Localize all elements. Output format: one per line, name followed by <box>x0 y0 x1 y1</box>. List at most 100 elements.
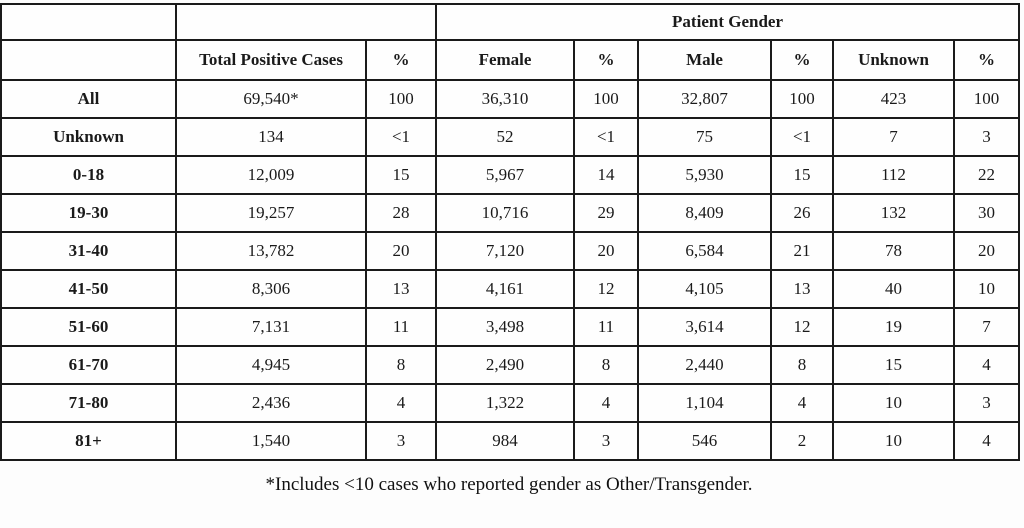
cell-male-pct: <1 <box>770 117 834 157</box>
table-row-51-60: 51-60 7,131 11 3,498 11 3,614 12 19 7 <box>0 307 1021 347</box>
cell-male: 6,584 <box>637 231 772 271</box>
cell-total: 134 <box>175 117 367 157</box>
table-row-unknown: Unknown 134 <1 52 <1 75 <1 7 3 <box>0 117 1021 157</box>
cell-total: 4,945 <box>175 345 367 385</box>
cell-female: 984 <box>435 421 575 461</box>
cell-female-pct: 20 <box>573 231 639 271</box>
cell-female-pct: 100 <box>573 79 639 119</box>
cell-total: 69,540* <box>175 79 367 119</box>
cell-male: 3,614 <box>637 307 772 347</box>
table-row-71-80: 71-80 2,436 4 1,322 4 1,104 4 10 3 <box>0 383 1021 423</box>
cell-female: 5,967 <box>435 155 575 195</box>
patient-gender-table: Patient Gender Total Positive Cases % Fe… <box>0 3 1021 461</box>
cell-female-pct: 4 <box>573 383 639 423</box>
table-row-all: All 69,540* 100 36,310 100 32,807 100 42… <box>0 79 1021 119</box>
cell-unknown-pct: 3 <box>952 383 1021 423</box>
cell-total-pct: 28 <box>365 193 437 233</box>
cell-male: 2,440 <box>637 345 772 385</box>
cell-total: 12,009 <box>175 155 367 195</box>
table-row-41-50: 41-50 8,306 13 4,161 12 4,105 13 40 10 <box>0 269 1021 309</box>
cell-total: 19,257 <box>175 193 367 233</box>
patient-gender-span-header: Patient Gender <box>434 3 1021 41</box>
cell-unknown: 78 <box>832 231 955 271</box>
cell-male-pct: 15 <box>770 155 834 195</box>
cell-unknown-pct: 10 <box>952 269 1021 309</box>
row-label: Unknown <box>0 117 177 157</box>
table-row-81plus: 81+ 1,540 3 984 3 546 2 10 4 <box>0 421 1021 461</box>
cell-male-pct: 100 <box>770 79 834 119</box>
row-label: 51-60 <box>0 307 177 347</box>
cell-male-pct: 26 <box>770 193 834 233</box>
cell-unknown-pct: 20 <box>952 231 1021 271</box>
row-label-header <box>0 39 177 81</box>
cell-male-pct: 21 <box>770 231 834 271</box>
cell-unknown-pct: 3 <box>952 117 1021 157</box>
cell-female-pct: 12 <box>573 269 639 309</box>
cell-total: 8,306 <box>175 269 367 309</box>
col-header-pct-1: % <box>365 39 437 81</box>
row-label: 31-40 <box>0 231 177 271</box>
cell-total: 7,131 <box>175 307 367 347</box>
cell-female: 4,161 <box>435 269 575 309</box>
row-label: 19-30 <box>0 193 177 233</box>
cell-unknown-pct: 7 <box>952 307 1021 347</box>
cell-male: 75 <box>637 117 772 157</box>
cell-female-pct: <1 <box>573 117 639 157</box>
table-row-0-18: 0-18 12,009 15 5,967 14 5,930 15 112 22 <box>0 155 1021 195</box>
cell-female-pct: 14 <box>573 155 639 195</box>
table-body: All 69,540* 100 36,310 100 32,807 100 42… <box>0 79 1021 461</box>
cell-female: 1,322 <box>435 383 575 423</box>
col-header-unknown: Unknown <box>832 39 955 81</box>
cell-female-pct: 29 <box>573 193 639 233</box>
cell-male: 4,105 <box>637 269 772 309</box>
cell-male-pct: 12 <box>770 307 834 347</box>
cell-female: 10,716 <box>435 193 575 233</box>
cell-male: 32,807 <box>637 79 772 119</box>
col-header-male: Male <box>637 39 772 81</box>
col-header-pct-3: % <box>770 39 834 81</box>
cell-total-pct: 3 <box>365 421 437 461</box>
cell-total-pct: 15 <box>365 155 437 195</box>
cell-unknown: 19 <box>832 307 955 347</box>
row-label: 41-50 <box>0 269 177 309</box>
cell-total-pct: 100 <box>365 79 437 119</box>
cell-unknown-pct: 4 <box>952 421 1021 461</box>
cell-unknown-pct: 30 <box>952 193 1021 233</box>
col-header-pct-4: % <box>952 39 1021 81</box>
cell-female: 52 <box>435 117 575 157</box>
cell-male: 8,409 <box>637 193 772 233</box>
cell-female: 3,498 <box>435 307 575 347</box>
col-header-total: Total Positive Cases <box>175 39 367 81</box>
col-header-female: Female <box>435 39 575 81</box>
cell-female-pct: 8 <box>573 345 639 385</box>
cell-total: 2,436 <box>175 383 367 423</box>
cell-unknown-pct: 4 <box>952 345 1021 385</box>
cell-female: 7,120 <box>435 231 575 271</box>
row-label: 81+ <box>0 421 177 461</box>
cell-female: 36,310 <box>435 79 575 119</box>
table-row-61-70: 61-70 4,945 8 2,490 8 2,440 8 15 4 <box>0 345 1021 385</box>
cell-total-pct: 11 <box>365 307 437 347</box>
corner-cell <box>0 3 177 41</box>
cell-female-pct: 11 <box>573 307 639 347</box>
table-row-19-30: 19-30 19,257 28 10,716 29 8,409 26 132 3… <box>0 193 1021 233</box>
cell-total-pct: 4 <box>365 383 437 423</box>
empty-header-cell <box>175 3 437 41</box>
table-row-31-40: 31-40 13,782 20 7,120 20 6,584 21 78 20 <box>0 231 1021 271</box>
cell-male-pct: 2 <box>770 421 834 461</box>
cell-unknown: 112 <box>832 155 955 195</box>
cell-unknown: 10 <box>832 421 955 461</box>
cell-male-pct: 4 <box>770 383 834 423</box>
cell-total-pct: 20 <box>365 231 437 271</box>
cell-male: 1,104 <box>637 383 772 423</box>
cell-female-pct: 3 <box>573 421 639 461</box>
cell-unknown: 40 <box>832 269 955 309</box>
cell-total-pct: 8 <box>365 345 437 385</box>
table-header: Patient Gender Total Positive Cases % Fe… <box>0 3 1021 81</box>
col-header-pct-2: % <box>573 39 639 81</box>
cell-unknown-pct: 100 <box>952 79 1021 119</box>
cell-unknown-pct: 22 <box>952 155 1021 195</box>
cell-total: 13,782 <box>175 231 367 271</box>
table-footnote: *Includes <10 cases who reported gender … <box>265 474 753 495</box>
